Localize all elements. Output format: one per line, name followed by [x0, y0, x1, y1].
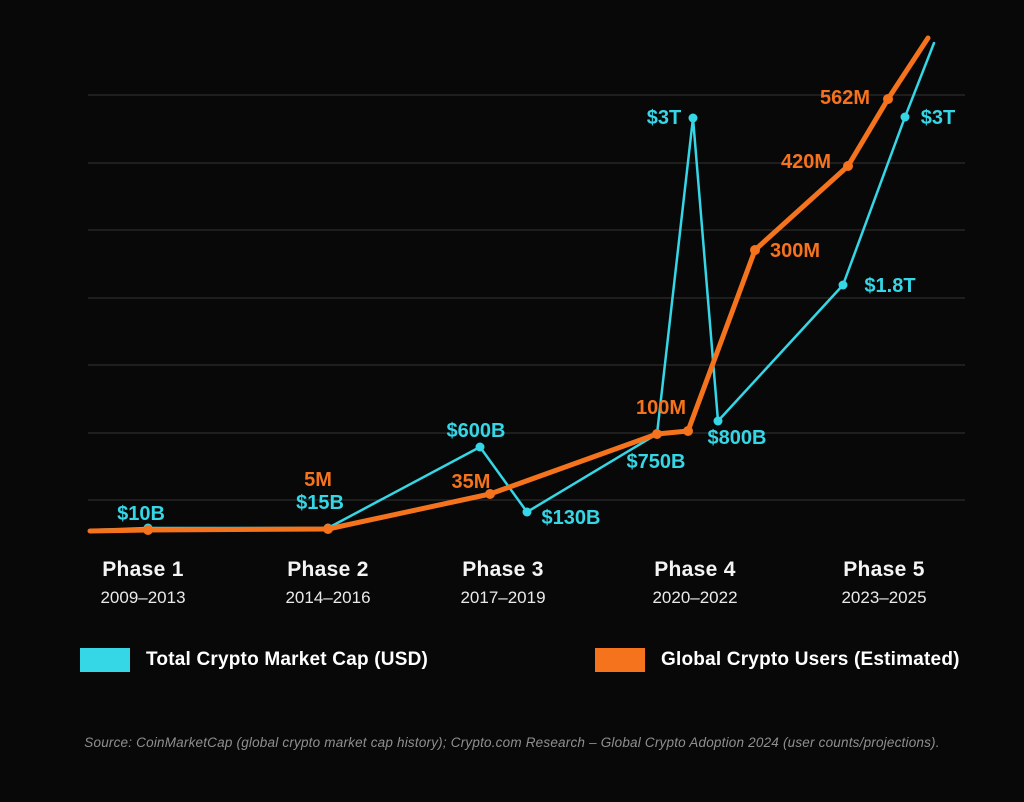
- crypto-users-value-label: 35M: [452, 471, 491, 493]
- market-cap-point: [900, 112, 910, 122]
- market-cap-point: [522, 507, 532, 517]
- phase-years: 2017–2019: [460, 588, 546, 607]
- chart-plot-area: $10B $15B $600B $130B $750B $3T $800B $1.8T $3T 5…: [87, 35, 965, 535]
- crypto-users-swatch: [595, 648, 645, 672]
- crypto-users-value-label: 300M: [770, 240, 820, 262]
- crypto-users-value-label: 562M: [820, 87, 870, 109]
- crypto-users-value-label: 100M: [636, 397, 686, 419]
- crypto-users-point: [750, 245, 760, 255]
- legend-label: Global Crypto Users (Estimated): [661, 649, 960, 670]
- phase-name: Phase 5: [843, 558, 925, 581]
- crypto-users-point: [323, 524, 333, 534]
- phase-years: 2014–2016: [285, 588, 371, 607]
- legend-item-crypto-users: Global Crypto Users (Estimated): [595, 648, 960, 672]
- market-cap-value-label: $750B: [627, 451, 686, 473]
- market-cap-point: [475, 442, 485, 452]
- crypto-users-value-label: 5M: [304, 469, 332, 491]
- market-cap-value-label: $15B: [296, 492, 344, 514]
- market-cap-line: [88, 41, 936, 532]
- market-cap-value-label: $10B: [117, 503, 165, 525]
- crypto-users-point: [143, 525, 153, 535]
- crypto-users-line: [87, 35, 931, 534]
- market-cap-point: [713, 416, 723, 426]
- crypto-users-point: [883, 94, 893, 104]
- source-attribution: Source: CoinMarketCap (global crypto mar…: [84, 735, 940, 750]
- phase-label-1: Phase 1 2009–2013: [43, 558, 243, 608]
- legend-label: Total Crypto Market Cap (USD): [146, 649, 429, 670]
- phase-label-3: Phase 3 2017–2019: [403, 558, 603, 608]
- phase-years: 2020–2022: [652, 588, 738, 607]
- market-cap-value-label: $800B: [708, 427, 767, 449]
- market-cap-swatch: [80, 648, 130, 672]
- market-cap-point: [688, 113, 698, 123]
- phase-name: Phase 4: [654, 558, 736, 581]
- legend-item-market-cap: Total Crypto Market Cap (USD): [80, 648, 428, 672]
- crypto-users-point: [485, 489, 495, 499]
- market-cap-value-label: $1.8T: [864, 275, 915, 297]
- phase-name: Phase 3: [462, 558, 544, 581]
- crypto-users-point: [683, 426, 693, 436]
- phase-label-5: Phase 5 2023–2025: [784, 558, 984, 608]
- phase-label-4: Phase 4 2020–2022: [595, 558, 795, 608]
- phase-name: Phase 2: [287, 558, 369, 581]
- market-cap-value-label: $130B: [542, 507, 601, 529]
- phase-years: 2009–2013: [100, 588, 186, 607]
- phase-name: Phase 1: [102, 558, 184, 581]
- crypto-users-point: [652, 429, 662, 439]
- crypto-users-value-label: 420M: [781, 151, 831, 173]
- phase-years: 2023–2025: [841, 588, 927, 607]
- crypto-users-point: [843, 161, 853, 171]
- market-cap-value-label: $600B: [447, 420, 506, 442]
- market-cap-value-label: $3T: [921, 107, 955, 129]
- phase-label-2: Phase 2 2014–2016: [228, 558, 428, 608]
- market-cap-point: [838, 280, 848, 290]
- market-cap-value-label: $3T: [647, 107, 681, 129]
